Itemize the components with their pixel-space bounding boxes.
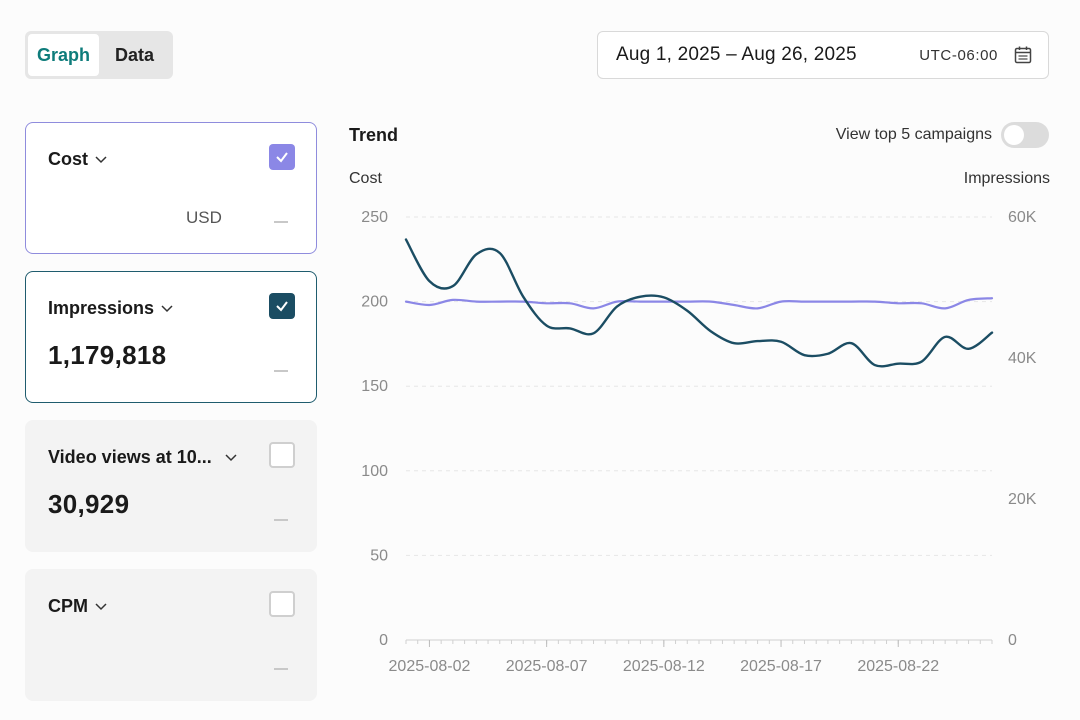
cost-series-line (404, 297, 994, 310)
x-tick-label: 2025-08-22 (857, 658, 939, 675)
x-tick-label: 2025-08-07 (506, 658, 588, 675)
graph-tab[interactable]: Graph (28, 34, 99, 76)
top-campaigns-label: View top 5 campaigns (835, 126, 992, 143)
y-right-tick-label: 60K (1008, 209, 1037, 226)
metric-unit: USD (186, 208, 222, 227)
y-left-tick-label: 200 (361, 294, 388, 311)
y-right-tick-label: 40K (1008, 350, 1037, 367)
x-tick-label: 2025-08-12 (623, 658, 705, 675)
right-axis-label: Impressions (963, 170, 1050, 187)
trend-title: Trend (349, 125, 399, 145)
y-left-tick-label: 150 (361, 378, 388, 395)
y-left-tick-label: 250 (361, 209, 388, 226)
view-toggle: Graph Data (25, 31, 173, 79)
chevron-down-icon[interactable] (160, 301, 174, 315)
y-left-tick-label: 0 (379, 632, 388, 649)
metric-checkbox[interactable] (269, 293, 295, 319)
toggle-knob[interactable] (1004, 125, 1024, 145)
comparison-dash (274, 519, 288, 521)
metric-card-title[interactable]: CPM (48, 595, 88, 616)
trend-chart: 0 50 100 150 200 250 0 20K 40K 60K 2025-08-02 202… (361, 209, 1037, 675)
comparison-dash (274, 668, 288, 670)
metric-card-title[interactable]: Cost (48, 148, 88, 169)
y-right-tick-label: 20K (1008, 491, 1037, 508)
metric-card-title[interactable]: Impressions (48, 297, 155, 318)
date-range-text: Aug 1, 2025 – Aug 26, 2025 (616, 44, 857, 65)
metric-card-video-views[interactable]: Video views at 10... 30,929 (25, 420, 317, 552)
data-tab[interactable]: Data (114, 44, 154, 65)
chevron-down-icon[interactable] (94, 152, 108, 166)
chevron-down-icon[interactable] (94, 599, 108, 613)
metric-checkbox[interactable] (269, 144, 295, 170)
x-tick-label: 2025-08-02 (389, 658, 471, 675)
metric-card-cpm[interactable]: CPM (25, 569, 317, 701)
metric-card-cost[interactable]: Cost USD (25, 122, 317, 254)
comparison-dash (274, 221, 288, 223)
calendar-icon[interactable] (1012, 44, 1034, 66)
metric-checkbox[interactable] (269, 442, 295, 468)
left-axis-label: Cost (349, 170, 382, 187)
x-tick-label: 2025-08-17 (740, 658, 822, 675)
metric-card-impressions[interactable]: Impressions 1,179,818 (25, 271, 317, 403)
checkmark-icon (276, 301, 288, 312)
metric-value: 30,929 (48, 489, 130, 519)
timezone-label: UTC-06:00 (919, 46, 998, 64)
metric-value: 1,179,818 (48, 340, 167, 370)
impressions-series-line (404, 238, 994, 368)
metric-checkbox[interactable] (269, 591, 295, 617)
chevron-down-icon[interactable] (224, 450, 238, 464)
metric-card-title[interactable]: Video views at 10... (48, 446, 212, 467)
y-left-tick-label: 100 (361, 463, 388, 480)
top-campaigns-toggle[interactable] (1001, 122, 1049, 148)
date-range-picker[interactable]: Aug 1, 2025 – Aug 26, 2025 UTC-06:00 (597, 31, 1049, 79)
checkmark-icon (276, 152, 288, 163)
y-right-tick-label: 0 (1008, 632, 1017, 649)
y-left-tick-label: 50 (370, 547, 388, 564)
comparison-dash (274, 370, 288, 372)
